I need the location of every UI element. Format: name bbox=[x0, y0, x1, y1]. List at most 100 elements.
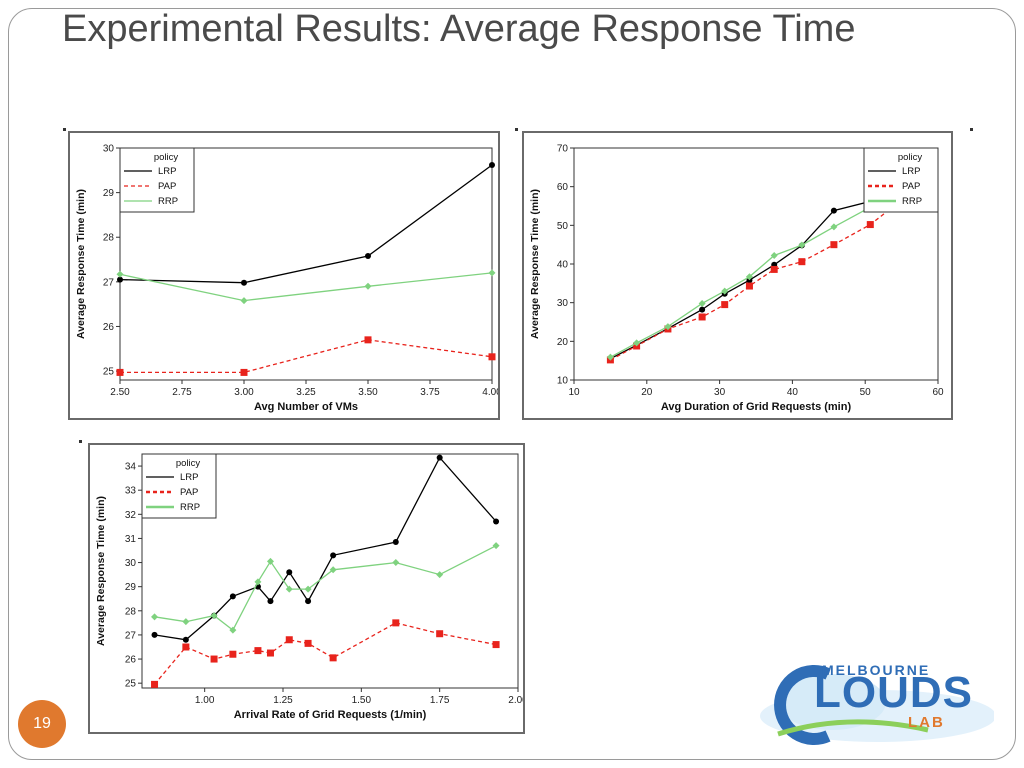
legend-label-lrp: LRP bbox=[902, 166, 920, 177]
data-point-pap bbox=[329, 654, 337, 662]
data-point-rrp bbox=[633, 339, 641, 347]
x-tick-label: 3.50 bbox=[358, 387, 378, 398]
data-point-pap bbox=[182, 643, 190, 651]
y-tick-label: 32 bbox=[125, 510, 137, 521]
series-line-pap bbox=[154, 622, 497, 685]
series-line-rrp bbox=[119, 272, 493, 302]
data-point-rrp bbox=[392, 559, 400, 567]
data-point-rrp bbox=[606, 353, 614, 361]
data-point-lrp bbox=[436, 454, 443, 461]
x-tick-label: 3.25 bbox=[296, 387, 316, 398]
data-point-lrp bbox=[267, 598, 274, 605]
data-point-rrp bbox=[721, 287, 729, 295]
chart-panel-vms: 2.50 2.75 3.00 3.25 3.50 3.75 4.00 25 26 27 28 29 30… bbox=[68, 131, 500, 420]
data-point-pap bbox=[770, 265, 778, 273]
data-point-lrp bbox=[305, 598, 312, 605]
data-point-rrp bbox=[770, 251, 778, 259]
x-axis-label: Avg Duration of Grid Requests (min) bbox=[661, 401, 852, 413]
data-point-pap bbox=[116, 368, 124, 376]
corner-dot bbox=[970, 128, 973, 131]
y-tick-label: 30 bbox=[125, 558, 137, 569]
data-point-rrp bbox=[229, 626, 237, 634]
x-tick-label: 3.00 bbox=[234, 387, 254, 398]
legend-title: policy bbox=[898, 152, 923, 163]
y-tick-label: 31 bbox=[125, 534, 137, 545]
legend-label-rrp: RRP bbox=[158, 196, 178, 207]
x-tick-label: 60 bbox=[932, 387, 944, 398]
legend-label-rrp: RRP bbox=[902, 196, 922, 207]
data-point-lrp bbox=[699, 306, 706, 313]
y-axis-label: Average Response Time (min) bbox=[95, 496, 107, 646]
logo-main-text: LOUDS bbox=[814, 668, 973, 717]
data-point-lrp bbox=[489, 161, 495, 168]
data-point-pap bbox=[488, 353, 496, 361]
data-point-rrp bbox=[240, 297, 248, 305]
x-tick-label: 30 bbox=[714, 387, 726, 398]
data-point-rrp bbox=[745, 273, 753, 281]
y-tick-label: 26 bbox=[125, 655, 137, 666]
y-tick-label: 60 bbox=[557, 182, 569, 193]
data-point-rrp bbox=[182, 618, 190, 626]
y-tick-label: 30 bbox=[557, 298, 569, 309]
series-line-rrp bbox=[154, 545, 497, 632]
y-tick-label: 27 bbox=[125, 630, 137, 641]
data-point-rrp bbox=[798, 241, 806, 249]
data-point-pap bbox=[266, 649, 274, 657]
legend-label-lrp: LRP bbox=[158, 166, 176, 177]
x-tick-label: 10 bbox=[568, 387, 580, 398]
x-tick-label: 2.50 bbox=[110, 387, 130, 398]
y-tick-label: 28 bbox=[125, 606, 137, 617]
data-point-pap bbox=[721, 301, 729, 309]
data-point-lrp bbox=[493, 518, 500, 525]
data-point-rrp bbox=[492, 542, 500, 550]
legend-label-rrp: RRP bbox=[180, 502, 200, 513]
data-point-rrp bbox=[830, 223, 838, 231]
x-axis-label: Avg Number of VMs bbox=[254, 401, 358, 413]
data-point-pap bbox=[866, 221, 874, 229]
y-tick-label: 20 bbox=[557, 337, 569, 348]
data-point-pap bbox=[364, 336, 372, 344]
x-tick-label: 50 bbox=[860, 387, 872, 398]
data-point-lrp bbox=[241, 279, 247, 286]
data-point-pap bbox=[492, 641, 500, 649]
y-tick-label: 70 bbox=[557, 144, 569, 155]
data-point-lrp bbox=[151, 631, 158, 638]
data-point-pap bbox=[304, 639, 312, 647]
data-point-pap bbox=[151, 680, 159, 688]
series-line-lrp bbox=[154, 456, 497, 641]
y-tick-label: 50 bbox=[557, 221, 569, 232]
x-tick-label: 1.00 bbox=[195, 695, 215, 706]
logo-top-text: MELBOURNE bbox=[822, 662, 931, 678]
x-tick-label: 1.75 bbox=[430, 695, 450, 706]
y-tick-label: 30 bbox=[103, 144, 115, 155]
y-tick-label: 25 bbox=[125, 679, 137, 690]
chart-duration: 10 20 30 40 50 60 10 20 30 40 50 60 70 Avg Duration o… bbox=[529, 144, 944, 414]
data-point-rrp bbox=[664, 323, 672, 331]
data-point-pap bbox=[240, 368, 248, 376]
series-line-pap bbox=[610, 194, 909, 361]
legend-label-pap: PAP bbox=[180, 487, 198, 498]
y-tick-label: 10 bbox=[557, 376, 569, 387]
x-tick-label: 1.50 bbox=[352, 695, 372, 706]
series-line-pap bbox=[120, 339, 493, 374]
x-tick-label: 1.25 bbox=[273, 695, 293, 706]
legend-label-pap: PAP bbox=[902, 181, 920, 192]
data-point-rrp bbox=[364, 282, 372, 290]
x-tick-label: 2.75 bbox=[172, 387, 192, 398]
data-point-pap bbox=[392, 619, 400, 627]
y-tick-label: 28 bbox=[103, 233, 115, 244]
data-point-lrp bbox=[830, 207, 837, 214]
chart-vms: 2.50 2.75 3.00 3.25 3.50 3.75 4.00 25 26 27 28 29 30… bbox=[75, 144, 498, 414]
cloud-icon bbox=[760, 665, 994, 745]
data-point-rrp bbox=[285, 585, 293, 593]
data-point-pap bbox=[285, 636, 293, 644]
x-axis-label: Arrival Rate of Grid Requests (1/min) bbox=[234, 709, 427, 721]
chart-panel-arrival-rate: 1.00 1.25 1.50 1.75 2.00 25 26 27 28 29 30 31 32 33 34… bbox=[88, 443, 525, 734]
y-tick-label: 34 bbox=[125, 462, 137, 473]
x-tick-label: 3.75 bbox=[420, 387, 440, 398]
legend-label-pap: PAP bbox=[158, 181, 176, 192]
data-point-lrp bbox=[365, 252, 371, 259]
corner-dot bbox=[515, 128, 518, 131]
data-point-rrp bbox=[266, 557, 274, 565]
x-tick-label: 4.00 bbox=[482, 387, 498, 398]
